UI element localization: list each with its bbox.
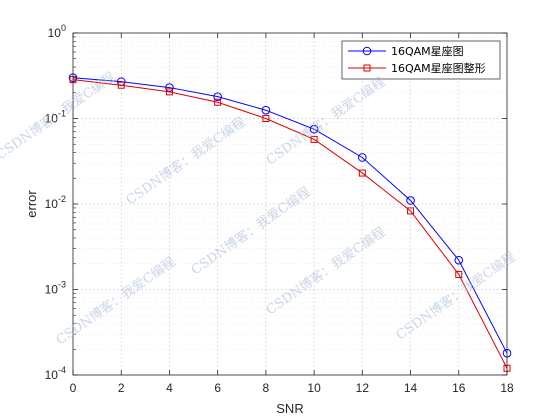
x-tick-label: 6 [214,381,221,395]
x-axis-label: SNR [276,401,303,416]
data-point [358,169,366,177]
x-tick-label: 0 [70,381,77,395]
legend-item: 16QAM星座图 [348,44,464,58]
legend-marker [363,64,371,72]
series-line [72,77,508,354]
x-tick-label: 14 [404,381,418,395]
x-tick-labels: 0 2 4 6 8 10 12 14 16 18 [70,381,514,395]
series-layer [68,73,512,372]
x-tick-label: 4 [166,381,173,395]
y-tick-label: 10-4 [45,365,66,382]
data-point [213,92,222,101]
y-tick-label: 10-1 [45,109,66,126]
axis-ticks [72,32,508,376]
minor-gridlines [73,36,507,350]
legend-label: 16QAM星座图整形 [391,61,486,75]
data-point [358,153,367,162]
data-point [117,81,125,89]
data-point [165,88,173,96]
data-point [214,98,222,106]
data-point [407,207,415,215]
legend-marker [362,46,372,56]
x-tick-label: 8 [263,381,270,395]
y-tick-label: 10-2 [45,194,66,211]
data-point [309,124,319,134]
x-tick-label: 12 [356,381,370,395]
y-tick-label: 100 [48,23,66,40]
data-point [406,196,415,205]
y-tick-label: 10-3 [45,280,66,297]
legend: 16QAM星座图 16QAM星座图整形 [341,40,501,80]
data-point [454,255,464,265]
data-point [261,105,271,115]
x-tick-label: 10 [307,381,321,395]
x-tick-label: 2 [118,381,125,395]
data-point [262,115,270,122]
legend-label: 16QAM星座图 [391,44,464,58]
y-tick-labels: 10-4 10-3 10-2 10-1 100 [45,23,66,382]
legend-item: 16QAM星座图整形 [348,61,486,75]
series-line [72,79,508,369]
y-axis-label: error [24,190,39,218]
x-tick-label: 16 [452,381,466,395]
x-tick-label: 18 [500,381,514,395]
data-point [455,270,463,278]
data-point [310,135,318,143]
series-2 [69,76,511,372]
